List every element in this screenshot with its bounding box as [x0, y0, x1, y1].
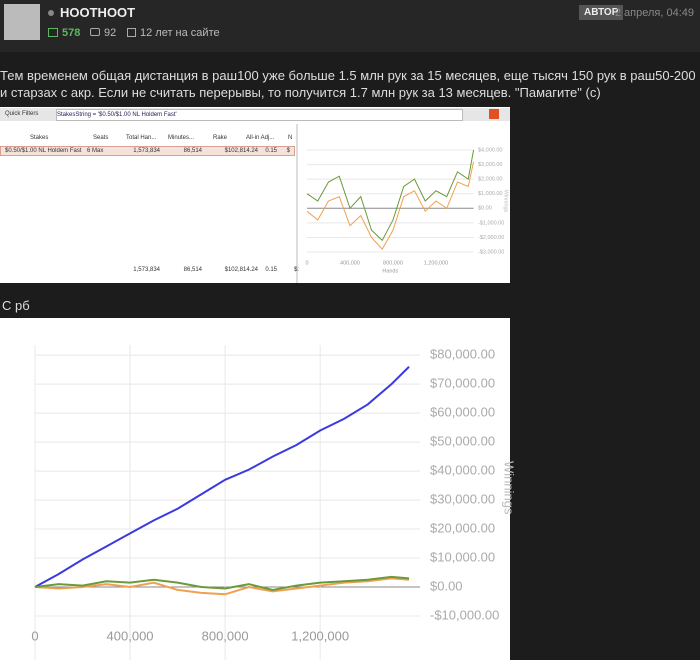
post-text: Тем временем общая дистанция в раш100 уж…: [0, 68, 696, 100]
author-badge: АВТОР: [579, 5, 624, 20]
x-tick-label: 400,000: [107, 628, 154, 643]
caption: С рб: [2, 298, 30, 313]
series-line: [34, 575, 410, 591]
total-cell: 0.15: [265, 267, 277, 273]
y-tick-label: $70,000.00: [430, 376, 495, 391]
cell: $0.50/$1.00 NL Holdem Fast: [5, 148, 82, 154]
x-tick-label: 1,200,000: [424, 260, 448, 266]
author[interactable]: HOOTHOOT: [60, 5, 136, 20]
x-axis-label: Hands: [382, 268, 398, 274]
y-tick-label: $80,000.00: [430, 347, 495, 362]
series-line: [306, 149, 475, 242]
y-tick-label: $10,000.00: [430, 549, 495, 564]
column-header: Stakes: [30, 135, 49, 141]
y-tick-label: $50,000.00: [430, 434, 495, 449]
x-tick-label: 400,000: [340, 260, 360, 266]
series-line: [306, 161, 475, 250]
x-tick-label: 1,200,000: [291, 628, 349, 643]
rating: 578: [62, 27, 81, 39]
y-tick-label: $20,000.00: [430, 520, 495, 535]
rating-icon: [48, 28, 58, 37]
x-tick-label: 0: [305, 260, 308, 266]
screenshot: [0, 107, 510, 283]
y-tick-label: $40,000.00: [430, 463, 495, 478]
cell: $102,814.24: [224, 148, 258, 154]
cell: 6 Max: [87, 148, 104, 154]
y-tick-label: -$1,000.00: [478, 220, 504, 226]
y-axis-label: Winnings: [503, 190, 509, 213]
series-line: [34, 577, 410, 596]
comments-count[interactable]: 92: [104, 27, 117, 39]
filter-box: StakesString = '$0.50/$1.00 NL Holdem Fa…: [56, 109, 463, 121]
y-tick-label: -$2,000.00: [478, 235, 504, 241]
splitter: [296, 124, 298, 283]
y-tick-label: $4,000.00: [478, 147, 502, 153]
cell: 86,514: [183, 148, 202, 154]
y-tick-label: $0.00: [430, 578, 463, 593]
toolbar-button: [489, 109, 499, 119]
y-tick-label: $0.00: [478, 206, 492, 212]
status-dot: [48, 10, 54, 16]
selected-row: [0, 146, 295, 156]
cell: 1,573,834: [133, 148, 160, 154]
on-site: 12 лет на сайте: [140, 27, 220, 39]
column-header: Seats: [93, 135, 109, 141]
y-tick-label: -$10,000.00: [430, 607, 499, 622]
total-cell: 86,514: [183, 267, 202, 273]
total-cell: 1,573,834: [133, 267, 160, 273]
column-header: Total Han...: [126, 135, 157, 141]
y-tick-label: $2,000.00: [478, 177, 502, 183]
column-header: Minutes...: [168, 135, 195, 141]
cell: $: [286, 148, 290, 154]
x-tick-label: 800,000: [383, 260, 403, 266]
y-tick-label: $30,000.00: [430, 492, 495, 507]
x-tick-label: 0: [31, 628, 38, 643]
quick-filters: Quick Filters: [5, 111, 39, 117]
avatar[interactable]: [4, 4, 40, 40]
y-tick-label: $3,000.00: [478, 162, 502, 168]
series-line: [34, 366, 410, 588]
column-header: All-in Adj...: [246, 135, 275, 141]
post-date[interactable]: 2 апреля, 04:49: [614, 7, 694, 19]
x-tick-label: 800,000: [202, 628, 249, 643]
column-header: Rake: [213, 135, 228, 141]
chart-image: [0, 318, 510, 660]
total-cell: $:: [294, 267, 300, 273]
y-tick-label: $60,000.00: [430, 405, 495, 420]
y-tick-label: -$3,000.00: [478, 249, 504, 255]
column-header: N: [288, 135, 293, 141]
y-axis-label: Winnings: [502, 461, 517, 515]
y-tick-label: $1,000.00: [478, 191, 502, 197]
calendar-icon: [127, 28, 136, 37]
comments-icon: [90, 28, 100, 36]
total-cell: $102,814.24: [224, 267, 258, 273]
cell: 0.15: [265, 148, 277, 154]
